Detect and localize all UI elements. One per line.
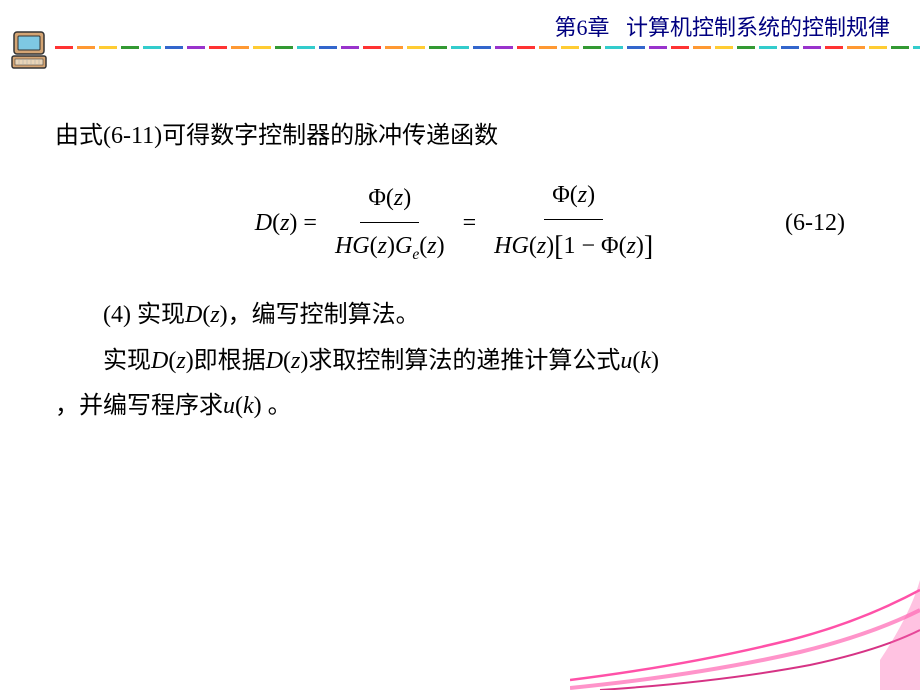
paragraph-4: (4) 实现D(z)，编写控制算法。 xyxy=(55,293,865,339)
eq-frac1-den: HG(z)Ge(z) xyxy=(327,223,453,269)
eq-eq1: = xyxy=(303,202,317,245)
equation-6-12: D(z) = Φ(z) HG(z)Ge(z) = Φ(z) HG(z)[1 − … xyxy=(255,174,666,273)
intro-text: 由式(6-11)可得数字控制器的脉冲传递函数 xyxy=(55,115,865,158)
eq-frac1-num: Φ(z) xyxy=(360,177,419,223)
rainbow-divider xyxy=(55,46,920,49)
equation-row: D(z) = Φ(z) HG(z)Ge(z) = Φ(z) HG(z)[1 − … xyxy=(55,188,865,258)
chapter-title: 计算机控制系统的控制规律 xyxy=(626,15,890,40)
eq-fraction-2: Φ(z) HG(z)[1 − Φ(z)] xyxy=(486,174,661,273)
eq-frac2-den: HG(z)[1 − Φ(z)] xyxy=(486,220,661,272)
paragraph-program: ，并编写程序求u(k) 。 xyxy=(55,384,865,430)
equation-label: (6-12) xyxy=(785,202,845,245)
eq-lhs: D(z) xyxy=(255,202,298,245)
eq-eq2: = xyxy=(463,202,477,245)
body-paragraphs: (4) 实现D(z)，编写控制算法。 实现D(z)即根据D(z)求取控制算法的递… xyxy=(55,293,865,430)
eq-fraction-1: Φ(z) HG(z)Ge(z) xyxy=(327,177,453,269)
chapter-number: 第6章 xyxy=(554,15,609,40)
paragraph-implement: 实现D(z)即根据D(z)求取控制算法的递推计算公式u(k) xyxy=(55,339,865,385)
computer-icon xyxy=(8,28,53,73)
slide-content: 由式(6-11)可得数字控制器的脉冲传递函数 D(z) = Φ(z) HG(z)… xyxy=(55,115,865,430)
chapter-header: 第6章 计算机控制系统的控制规律 xyxy=(554,10,890,42)
eq-frac2-num: Φ(z) xyxy=(544,174,603,220)
corner-decoration xyxy=(570,570,920,690)
